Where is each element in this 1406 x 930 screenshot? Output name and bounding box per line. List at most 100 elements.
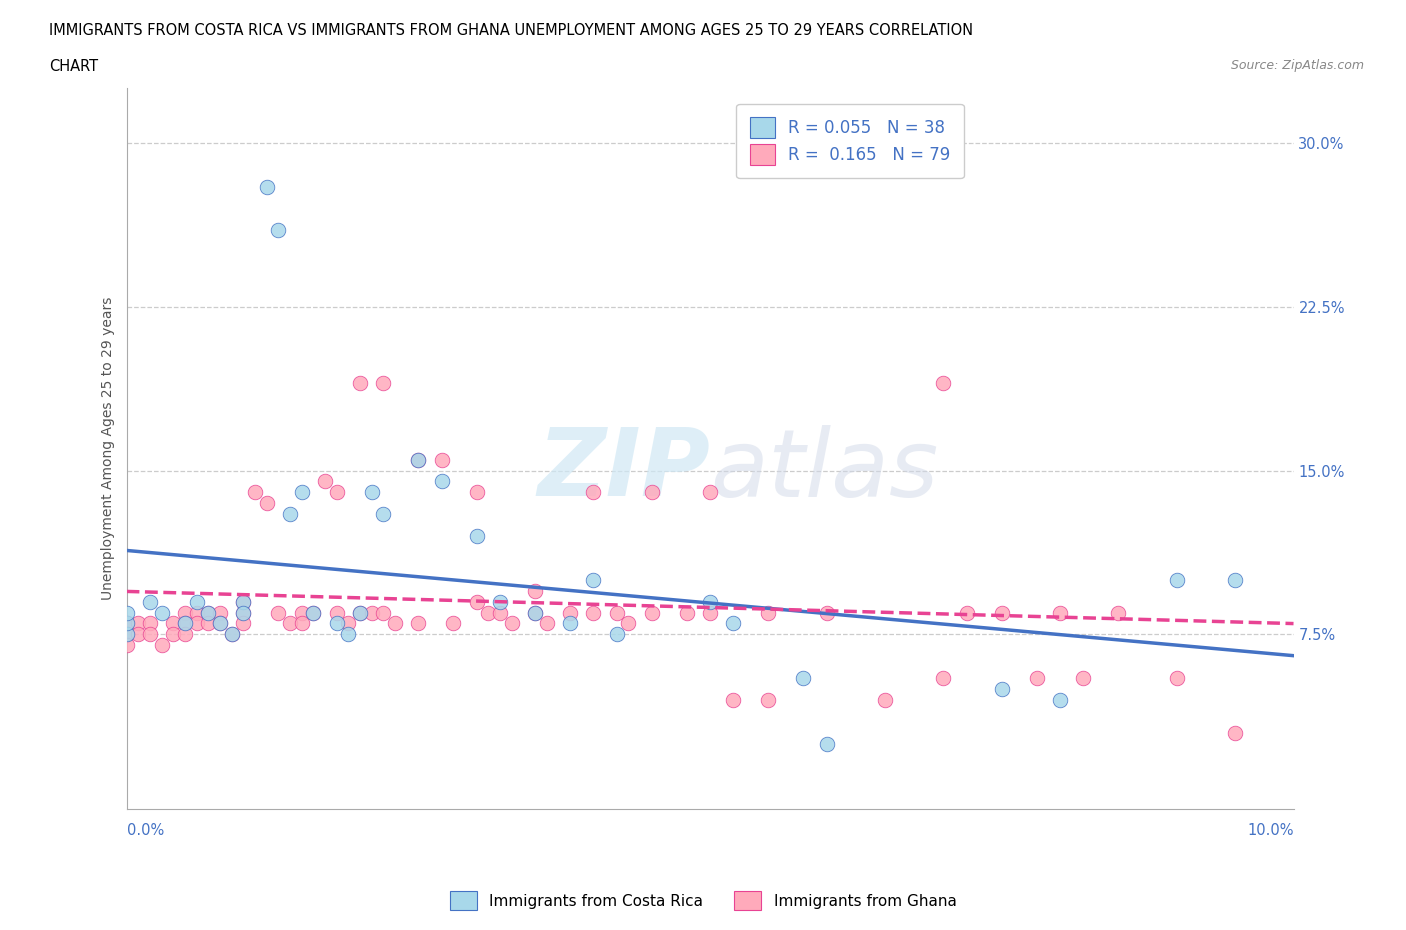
Point (430, 474, 453, 489)
Point (1073, 671, 1095, 685)
Point (640, 485, 664, 499)
Point (186, 616, 208, 631)
Point (990, 605, 1012, 620)
Text: 0.0%: 0.0% (127, 823, 163, 838)
Point (243, 485, 266, 499)
Point (524, 605, 547, 620)
Text: 10.0%: 10.0% (1247, 823, 1294, 838)
Text: Source: ZipAtlas.com: Source: ZipAtlas.com (1230, 59, 1364, 72)
Point (302, 605, 325, 620)
Legend: R = 0.055   N = 38, R =  0.165   N = 79: R = 0.055 N = 38, R = 0.165 N = 79 (737, 104, 963, 178)
Point (815, 737, 838, 751)
Point (174, 605, 197, 620)
Text: IMMIGRANTS FROM COSTA RICA VS IMMIGRANTS FROM GHANA UNEMPLOYMENT AMONG AGES 25 T: IMMIGRANTS FROM COSTA RICA VS IMMIGRANTS… (49, 23, 973, 38)
Point (373, 605, 395, 620)
Point (349, 605, 371, 620)
Point (197, 616, 219, 631)
Point (232, 594, 254, 609)
Point (115, 605, 138, 620)
Point (430, 452, 453, 467)
Point (290, 616, 312, 631)
Point (956, 605, 979, 620)
Point (302, 605, 325, 620)
Point (115, 616, 138, 631)
Point (1166, 572, 1188, 587)
Point (139, 594, 162, 609)
Point (441, 616, 464, 631)
Point (208, 605, 231, 620)
Point (465, 485, 488, 499)
Point (675, 605, 697, 620)
Point (606, 605, 628, 620)
Point (524, 583, 547, 598)
Point (278, 616, 301, 631)
Point (208, 616, 231, 631)
Point (115, 616, 138, 631)
Point (186, 594, 208, 609)
Point (536, 616, 558, 631)
Point (325, 485, 347, 499)
Point (290, 605, 312, 620)
Point (558, 605, 581, 620)
Point (115, 616, 138, 631)
Point (360, 605, 382, 620)
Point (699, 594, 721, 609)
Point (815, 605, 838, 620)
Point (232, 605, 254, 620)
Point (314, 474, 336, 489)
Point (489, 605, 512, 620)
Point (278, 507, 301, 522)
Point (640, 605, 664, 620)
Point (139, 627, 162, 642)
Point (150, 605, 173, 620)
Point (617, 616, 640, 631)
Point (932, 376, 955, 391)
Point (221, 627, 243, 642)
Point (115, 627, 138, 642)
Point (1166, 671, 1188, 685)
Point (290, 485, 312, 499)
Point (325, 616, 347, 631)
Point (162, 627, 184, 642)
Point (990, 682, 1012, 697)
Point (582, 605, 605, 620)
Text: ZIP: ZIP (537, 424, 710, 516)
Point (208, 616, 231, 631)
Point (174, 627, 197, 642)
Point (465, 594, 488, 609)
Point (197, 605, 219, 620)
Text: CHART: CHART (49, 59, 98, 73)
Point (373, 507, 395, 522)
Point (524, 605, 547, 620)
Point (360, 485, 382, 499)
Point (267, 223, 290, 238)
Point (139, 616, 162, 631)
Point (325, 605, 347, 620)
Point (558, 616, 581, 631)
Point (699, 485, 721, 499)
Point (221, 627, 243, 642)
Point (792, 671, 814, 685)
Y-axis label: Unemployment Among Ages 25 to 29 years: Unemployment Among Ages 25 to 29 years (101, 297, 115, 601)
Point (582, 485, 605, 499)
Point (606, 627, 628, 642)
Point (349, 605, 371, 620)
Point (875, 693, 897, 708)
Point (1108, 605, 1130, 620)
Point (1223, 725, 1246, 740)
Point (232, 616, 254, 631)
Point (1049, 605, 1071, 620)
Point (349, 376, 371, 391)
Point (373, 376, 395, 391)
Legend: Immigrants from Costa Rica, Immigrants from Ghana: Immigrants from Costa Rica, Immigrants f… (441, 884, 965, 918)
Point (197, 605, 219, 620)
Text: atlas: atlas (710, 425, 938, 516)
Point (127, 627, 149, 642)
Point (232, 594, 254, 609)
Point (489, 594, 512, 609)
Point (756, 693, 779, 708)
Point (756, 605, 779, 620)
Point (932, 671, 955, 685)
Point (408, 452, 430, 467)
Point (256, 179, 278, 194)
